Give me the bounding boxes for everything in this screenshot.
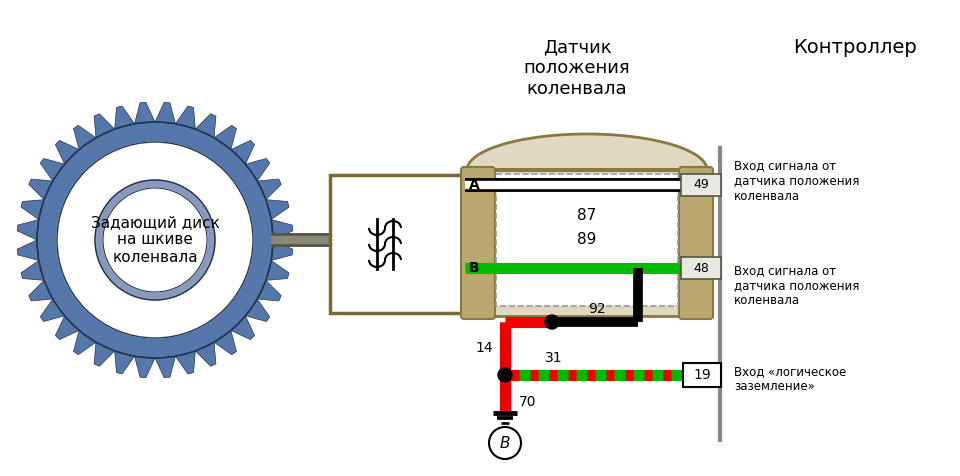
Polygon shape — [266, 260, 289, 280]
Text: 89: 89 — [577, 232, 597, 248]
Polygon shape — [266, 199, 289, 219]
Polygon shape — [246, 299, 270, 321]
Polygon shape — [134, 356, 155, 377]
Text: 70: 70 — [519, 395, 537, 409]
FancyBboxPatch shape — [681, 174, 721, 196]
Text: 31: 31 — [545, 351, 563, 365]
Polygon shape — [40, 159, 64, 181]
Text: Вход сигнала от
датчика положения
коленвала: Вход сигнала от датчика положения коленв… — [734, 159, 859, 202]
Polygon shape — [56, 140, 79, 164]
Text: 48: 48 — [693, 261, 708, 275]
Circle shape — [37, 122, 273, 358]
Polygon shape — [114, 106, 134, 129]
Polygon shape — [40, 299, 64, 321]
Polygon shape — [214, 125, 236, 149]
Polygon shape — [195, 114, 216, 138]
FancyBboxPatch shape — [681, 257, 721, 279]
Polygon shape — [272, 240, 293, 260]
FancyBboxPatch shape — [330, 175, 465, 313]
Text: 87: 87 — [577, 208, 596, 222]
FancyBboxPatch shape — [461, 167, 495, 319]
Polygon shape — [257, 179, 281, 199]
Polygon shape — [94, 342, 114, 366]
Text: Датчик
положения
коленвала: Датчик положения коленвала — [524, 38, 631, 98]
Polygon shape — [21, 199, 44, 219]
Polygon shape — [74, 330, 96, 355]
Circle shape — [95, 180, 215, 300]
Polygon shape — [56, 316, 79, 339]
Polygon shape — [17, 240, 38, 260]
Circle shape — [489, 427, 521, 459]
Polygon shape — [114, 351, 134, 374]
Text: Задающий диск
на шкиве
коленвала: Задающий диск на шкиве коленвала — [90, 215, 220, 265]
Polygon shape — [134, 102, 155, 124]
Polygon shape — [21, 260, 44, 280]
Circle shape — [57, 142, 253, 338]
FancyBboxPatch shape — [683, 363, 721, 387]
Polygon shape — [74, 125, 96, 149]
Circle shape — [498, 368, 512, 382]
Polygon shape — [462, 134, 712, 170]
Text: 92: 92 — [588, 302, 606, 316]
Polygon shape — [272, 219, 293, 240]
Text: Вход «логическое
заземление»: Вход «логическое заземление» — [734, 365, 847, 393]
Polygon shape — [230, 140, 254, 164]
Polygon shape — [29, 280, 53, 301]
FancyBboxPatch shape — [462, 170, 712, 316]
Polygon shape — [155, 356, 176, 377]
Polygon shape — [176, 106, 195, 129]
Polygon shape — [17, 219, 38, 240]
Polygon shape — [195, 342, 216, 366]
Text: Вход сигнала от
датчика положения
коленвала: Вход сигнала от датчика положения коленв… — [734, 265, 859, 307]
Polygon shape — [214, 330, 236, 355]
Polygon shape — [176, 351, 195, 374]
Text: 14: 14 — [475, 341, 493, 355]
Circle shape — [545, 315, 559, 329]
Polygon shape — [230, 316, 254, 339]
Text: B: B — [469, 261, 480, 275]
FancyBboxPatch shape — [496, 174, 678, 306]
Text: Контроллер: Контроллер — [793, 38, 917, 57]
Polygon shape — [257, 280, 281, 301]
FancyBboxPatch shape — [679, 167, 713, 319]
Text: 49: 49 — [693, 178, 708, 191]
Polygon shape — [155, 102, 176, 124]
Text: B: B — [500, 436, 511, 450]
Polygon shape — [29, 179, 53, 199]
Text: 19: 19 — [693, 368, 710, 382]
Polygon shape — [246, 159, 270, 181]
Circle shape — [103, 188, 207, 292]
Text: A: A — [469, 178, 480, 192]
Polygon shape — [94, 114, 114, 138]
